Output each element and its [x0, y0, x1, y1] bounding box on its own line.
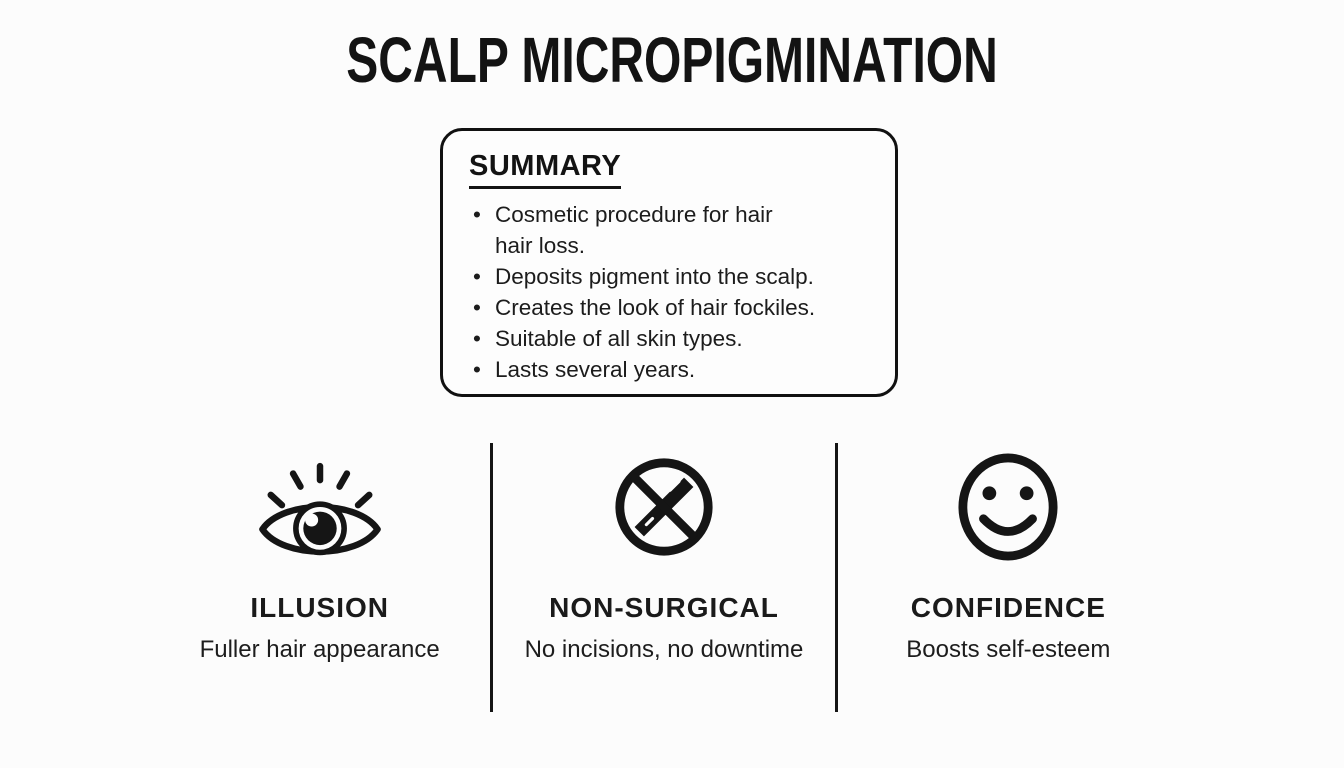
no-scalpel-icon — [611, 449, 717, 565]
feature-title-non-surgical: NON-SURGICAL — [549, 592, 779, 623]
feature-subtitle-illusion: Fuller hair appearance — [199, 636, 440, 663]
eye-icon — [255, 449, 385, 565]
summary-bullet-text: Cosmetic procedure for hair hair loss. — [495, 202, 773, 258]
summary-bullet-text: Deposits pigment into the scalp. — [495, 264, 814, 289]
summary-bullet: Deposits pigment into the scalp. — [469, 261, 869, 292]
summary-bullet: Creates the look of hair fockiles. — [469, 292, 869, 323]
feature-non-surgical: NON-SURGICAL No incisions, no downtime — [493, 443, 834, 712]
smiley-face-icon — [957, 449, 1059, 565]
page-title: SCALP MICROPIGMINATION — [346, 24, 998, 96]
feature-subtitle-confidence: Boosts self-esteem — [906, 636, 1111, 663]
summary-bullet-text: Suitable of all skin types. — [495, 326, 743, 351]
summary-heading: SUMMARY — [469, 149, 622, 189]
column-divider — [490, 443, 494, 712]
summary-bullet-text: Creates the look of hair fockiles. — [495, 295, 816, 320]
feature-confidence: CONFIDENCE Boosts self-esteem — [838, 443, 1179, 712]
summary-bullet: Lasts several years. — [469, 354, 869, 385]
column-divider — [834, 443, 838, 712]
summary-box: SUMMARY Cosmetic procedure for hair hair… — [440, 128, 898, 397]
feature-title-illusion: ILLUSION — [250, 592, 389, 623]
summary-bullet: Cosmetic procedure for hair hair loss. — [469, 199, 869, 261]
feature-subtitle-non-surgical: No incisions, no downtime — [524, 636, 804, 663]
summary-bullet-text: Lasts several years. — [495, 357, 696, 382]
summary-bullet-list: Cosmetic procedure for hair hair loss. D… — [469, 199, 869, 385]
features-row: ILLUSION Fuller hair appearance NON-SURG… — [149, 443, 1179, 712]
feature-illusion: ILLUSION Fuller hair appearance — [149, 443, 490, 712]
feature-title-confidence: CONFIDENCE — [910, 592, 1106, 623]
summary-bullet: Suitable of all skin types. — [469, 323, 869, 354]
